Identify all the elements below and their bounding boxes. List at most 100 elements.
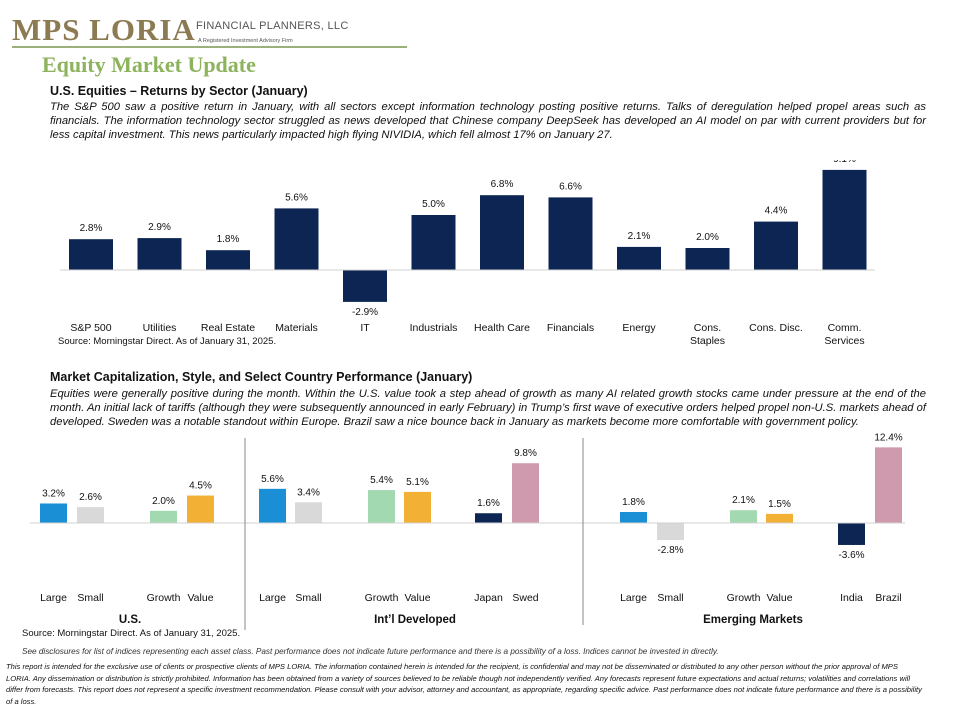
style-chart-source: Source: Morningstar Direct. As of Januar… [22, 628, 241, 639]
sector-bar [69, 239, 113, 270]
style-bar [620, 512, 647, 523]
style-category-label: Large [620, 592, 647, 604]
logo-wordmark: MPS LORIA [12, 12, 196, 47]
style-bar-value: 5.6% [261, 474, 284, 485]
sector-bar [548, 197, 593, 270]
sector-category-label: Real Estate [201, 322, 255, 334]
sector-category-label: IT [360, 322, 370, 334]
style-bar-value: 9.8% [514, 448, 537, 459]
sector-section-heading: U.S. Equities – Returns by Sector (Janua… [50, 84, 308, 98]
style-category-label: Large [259, 592, 286, 604]
style-bar [295, 502, 322, 523]
sector-category-label: Energy [622, 322, 656, 334]
sector-bar-value: -2.9% [352, 307, 378, 318]
style-bar-value: 2.0% [152, 496, 175, 507]
style-bar [657, 523, 684, 541]
style-category-label: Small [77, 592, 103, 604]
sector-chart-source: Source: Morningstar Direct. As of Januar… [58, 336, 277, 347]
sector-bar [617, 246, 661, 270]
style-category-label: Value [766, 592, 792, 604]
style-bar-value: 1.5% [768, 499, 791, 510]
style-category-label: Small [295, 592, 321, 604]
sector-bar-value: 1.8% [217, 234, 240, 245]
style-bar-value: 2.6% [79, 492, 102, 503]
sector-bar-value: 2.9% [148, 222, 171, 233]
sector-bar-value: 4.4% [765, 206, 788, 217]
style-category-label: Small [657, 592, 683, 604]
disclosure-line: See disclosures for list of indices repr… [22, 647, 719, 656]
style-bar-value: 5.4% [370, 475, 393, 486]
style-bar-value: 2.1% [732, 495, 755, 506]
style-bar-value: 3.4% [297, 487, 320, 498]
sector-bar-value: 2.1% [628, 231, 651, 242]
style-category-label: Growth [147, 592, 181, 604]
style-bar-value: 12.4% [874, 432, 902, 443]
sector-bar [480, 195, 524, 270]
sector-bar-value: 2.0% [696, 232, 719, 243]
style-category-label: Value [187, 592, 213, 604]
sector-bar [206, 250, 250, 270]
style-bar [766, 513, 793, 523]
sector-bar [754, 221, 798, 270]
style-bar [40, 503, 67, 523]
style-bar [475, 513, 502, 523]
style-category-label: India [840, 592, 863, 604]
style-category-label: Brazil [875, 592, 901, 604]
style-category-label: Swed [512, 592, 538, 604]
sector-bar [411, 215, 456, 270]
style-country-chart: 3.2% Large 2.6% Small 2.0% Growth 4.5% Value U.S… [30, 432, 905, 630]
style-bar-value: 4.5% [189, 481, 212, 492]
logo: MPS LORIA FINANCIAL PLANNERS, LLC A Regi… [12, 8, 452, 48]
style-bar-value: -3.6% [838, 550, 864, 561]
style-section-body: Equities were generally positive during … [50, 388, 926, 428]
sector-bar-value: 5.6% [285, 192, 308, 203]
style-bar [368, 490, 395, 523]
style-bar [259, 488, 286, 523]
style-bar [838, 523, 865, 545]
sector-bar [685, 248, 730, 270]
style-category-label: Japan [474, 592, 503, 604]
sector-category-label: Utilities [143, 322, 177, 334]
style-category-label: Large [40, 592, 67, 604]
logo-divider [12, 46, 407, 48]
style-bar [150, 510, 177, 523]
style-bar-value: 3.2% [42, 488, 65, 499]
style-section-heading: Market Capitalization, Style, and Select… [50, 370, 473, 384]
style-bar-value: 1.8% [622, 497, 645, 508]
style-bar [187, 495, 214, 523]
style-group-label: U.S. [119, 614, 141, 626]
style-bar [77, 507, 104, 523]
sector-bar-value: 6.8% [491, 179, 514, 190]
sector-bar [274, 208, 319, 270]
style-bar-value: 1.6% [477, 498, 500, 509]
style-bar-value: -2.8% [657, 545, 683, 556]
sector-bar-value: 6.6% [559, 181, 582, 192]
sector-returns-chart: 2.8% S&P 500 2.9% Utilities 1.8% Real Estate 5… [60, 160, 875, 347]
sector-category-label: Cons. Disc. [749, 322, 803, 334]
sector-category-label: Financials [547, 322, 594, 334]
style-category-label: Growth [727, 592, 761, 604]
style-category-label: Value [404, 592, 430, 604]
sector-bar [137, 238, 182, 270]
style-group-label: Emerging Markets [703, 614, 803, 626]
sector-category-label: Industrials [410, 322, 458, 334]
sector-category-label: Cons. Staples [690, 322, 725, 347]
sector-section-body: The S&P 500 saw a positive return in Jan… [50, 101, 926, 141]
style-bar [875, 447, 902, 523]
style-category-label: Growth [365, 592, 399, 604]
logo-firm-text: FINANCIAL PLANNERS, LLC [196, 20, 349, 32]
logo-subtext: A Registered Investment Advisory Firm [198, 38, 293, 44]
sector-bar [822, 169, 867, 270]
page-title: Equity Market Update [42, 52, 256, 77]
sector-category-label: Materials [275, 322, 318, 334]
sector-category-label: S&P 500 [70, 322, 111, 334]
style-bar [512, 463, 539, 523]
sector-bar-value: 9.1% [833, 160, 856, 165]
style-group-label: Int’l Developed [374, 614, 456, 626]
footer-disclaimer: This report is intended for the exclusiv… [6, 662, 922, 706]
sector-category-label: Health Care [474, 322, 530, 334]
sector-bar-value: 5.0% [422, 199, 445, 210]
sector-bar [343, 270, 387, 302]
sector-bar-value: 2.8% [80, 223, 103, 234]
style-bar-value: 5.1% [406, 477, 429, 488]
